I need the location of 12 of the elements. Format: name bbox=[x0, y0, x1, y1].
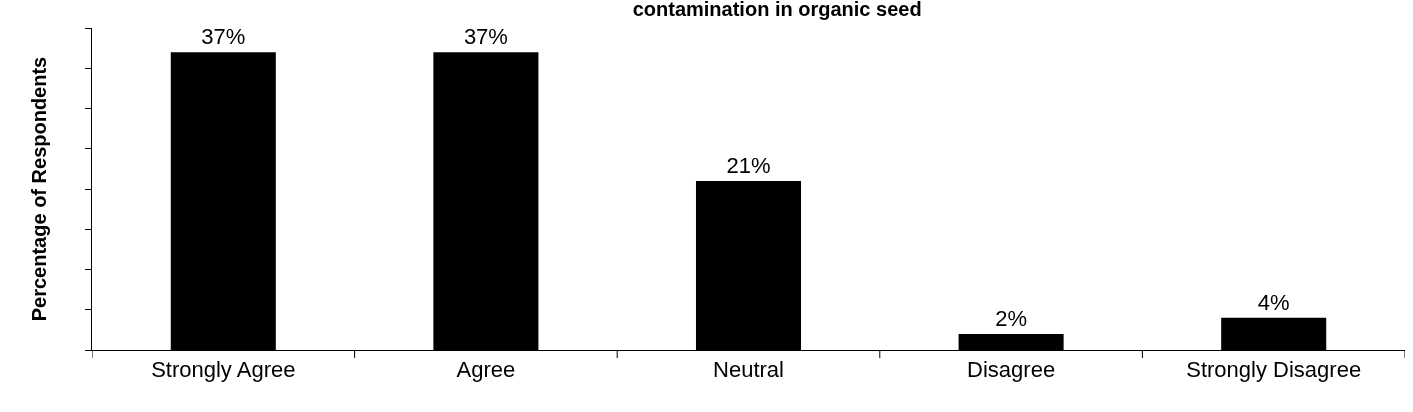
x-tick-label: Agree bbox=[456, 357, 516, 383]
data-label: 37% bbox=[201, 24, 246, 50]
y-axis-title: Percentage of Respondents bbox=[28, 56, 51, 322]
data-label: 37% bbox=[463, 24, 508, 50]
data-label: 2% bbox=[995, 305, 1027, 331]
x-tick-label: Disagree bbox=[967, 357, 1056, 383]
x-tick-label: Strongly Disagree bbox=[1186, 357, 1362, 383]
x-tick-label: Strongly Agree bbox=[151, 357, 296, 383]
data-label: 4% bbox=[1257, 289, 1290, 315]
data-label: 21% bbox=[726, 152, 771, 178]
x-tick-label: Neutral bbox=[713, 357, 784, 383]
chart-title: contamination in organic seed bbox=[632, 0, 922, 21]
